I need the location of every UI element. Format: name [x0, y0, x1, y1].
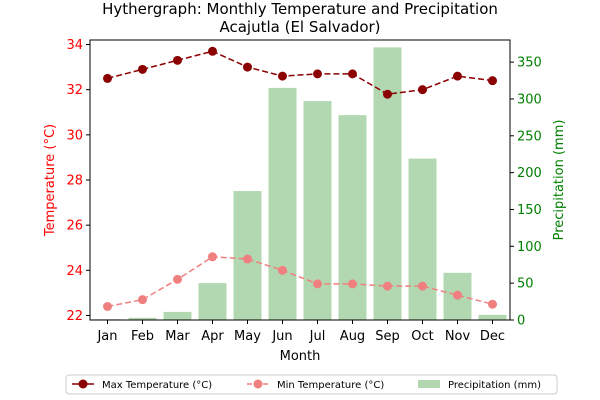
chart-title-line1: Hythergraph: Monthly Temperature and Pre…: [102, 0, 498, 18]
max-temp-point-apr: [208, 47, 217, 56]
y-left-tick-label: 24: [66, 264, 83, 279]
legend-min-marker: [254, 380, 263, 389]
min-temp-point-aug: [348, 279, 357, 288]
y-left-tick-label: 30: [66, 128, 83, 143]
precip-bar-aug: [339, 115, 367, 320]
y-right-tick-label: 0: [517, 314, 525, 329]
y-right-tick-label: 150: [517, 203, 542, 218]
max-temp-point-feb: [138, 65, 147, 74]
y-right-tick-label: 300: [517, 92, 542, 107]
x-tick-label-dec: Dec: [480, 329, 505, 344]
legend-max-label: Max Temperature (°C): [102, 380, 212, 391]
x-tick-label-oct: Oct: [411, 329, 433, 344]
y-right-tick-label: 200: [517, 166, 542, 181]
max-temp-point-aug: [348, 69, 357, 78]
min-temp-point-jul: [313, 279, 322, 288]
legend-max-marker: [79, 380, 88, 389]
precipitation-bars: [94, 47, 507, 320]
legend-min-label: Min Temperature (°C): [277, 380, 384, 391]
precip-bar-apr: [199, 283, 227, 320]
x-tick-label-jan: Jan: [96, 329, 117, 344]
y-left-tick-label: 26: [66, 219, 83, 234]
precip-bar-dec: [479, 315, 507, 320]
x-tick-label-may: May: [234, 329, 261, 344]
x-tick-label-apr: Apr: [201, 329, 224, 344]
y-axis-left-label: Temperature (°C): [43, 124, 58, 237]
max-temp-point-jun: [278, 72, 287, 81]
x-tick-label-aug: Aug: [340, 329, 365, 344]
x-tick-label-feb: Feb: [131, 329, 154, 344]
max-temp-point-nov: [453, 72, 462, 81]
y-left-tick-label: 32: [66, 83, 83, 98]
precip-bar-oct: [409, 159, 437, 320]
max-temp-point-may: [243, 63, 252, 72]
x-tick-label-jun: Jun: [271, 329, 292, 344]
precip-bar-mar: [164, 312, 192, 320]
x-tick-label-nov: Nov: [445, 329, 471, 344]
min-temp-point-apr: [208, 252, 217, 261]
min-temp-point-mar: [173, 275, 182, 284]
y-axis-right-label: Precipitation (mm): [552, 120, 567, 241]
y-right-tick-label: 350: [517, 56, 542, 71]
max-temp-line: [108, 51, 493, 94]
min-temp-point-jun: [278, 266, 287, 275]
x-tick-label-sep: Sep: [375, 329, 400, 344]
min-temp-point-nov: [453, 291, 462, 300]
temperature-lines: [103, 47, 497, 311]
legend: Max Temperature (°C) Min Temperature (°C)…: [66, 375, 557, 394]
min-temp-point-oct: [418, 282, 427, 291]
x-tick-label-jul: Jul: [309, 329, 326, 344]
max-temp-point-dec: [488, 76, 497, 85]
y-left-tick-label: 34: [66, 38, 83, 53]
max-temp-point-jan: [103, 74, 112, 83]
min-temp-point-dec: [488, 300, 497, 309]
min-temp-point-jan: [103, 302, 112, 311]
min-temp-point-sep: [383, 282, 392, 291]
y-right-tick-label: 250: [517, 129, 542, 144]
max-temp-point-oct: [418, 85, 427, 94]
max-temp-point-sep: [383, 90, 392, 99]
y-right-tick-label: 50: [517, 277, 534, 292]
y-left-tick-label: 22: [66, 309, 83, 324]
max-temp-point-jul: [313, 69, 322, 78]
chart-title-line2: Acajutla (El Salvador): [219, 18, 380, 36]
y-left-tick-label: 28: [66, 174, 83, 189]
precip-bar-jun: [269, 88, 297, 320]
x-axis-label: Month: [280, 349, 321, 364]
min-temp-point-feb: [138, 295, 147, 304]
x-tick-label-mar: Mar: [165, 329, 190, 344]
min-temp-point-may: [243, 255, 252, 264]
max-temp-point-mar: [173, 56, 182, 65]
legend-precip-swatch: [418, 380, 440, 388]
legend-precip-label: Precipitation (mm): [448, 380, 541, 391]
y-right-tick-label: 100: [517, 240, 542, 255]
